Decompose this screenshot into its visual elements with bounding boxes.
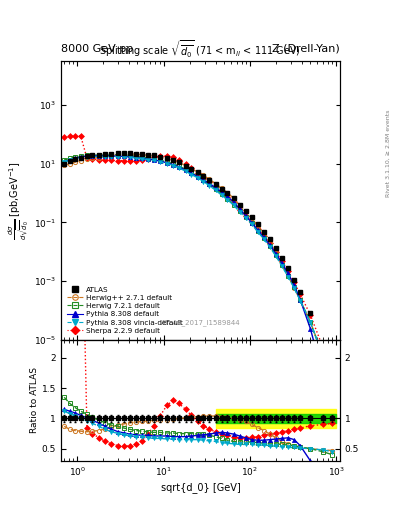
Legend: ATLAS, Herwig++ 2.7.1 default, Herwig 7.2.1 default, Pythia 8.308 default, Pythi: ATLAS, Herwig++ 2.7.1 default, Herwig 7.… <box>64 284 185 336</box>
X-axis label: sqrt{d_0} [GeV]: sqrt{d_0} [GeV] <box>161 482 240 493</box>
Text: Rivet 3.1.10, ≥ 2.8M events: Rivet 3.1.10, ≥ 2.8M events <box>386 110 391 197</box>
Text: ATLAS_2017_I1589844: ATLAS_2017_I1589844 <box>161 319 240 326</box>
Y-axis label: $\frac{d\sigma}{d\sqrt{\overline{d_0}}}$ [pb,GeV$^{-1}$]: $\frac{d\sigma}{d\sqrt{\overline{d_0}}}$… <box>7 161 31 240</box>
Text: Z (Drell-Yan): Z (Drell-Yan) <box>272 44 340 54</box>
Y-axis label: Ratio to ATLAS: Ratio to ATLAS <box>30 367 39 433</box>
Text: 8000 GeV pp: 8000 GeV pp <box>61 44 133 54</box>
Title: Splitting scale $\sqrt{\overline{d_0}}$ (71 < m$_{ll}$ < 111 GeV): Splitting scale $\sqrt{\overline{d_0}}$ … <box>99 39 301 60</box>
